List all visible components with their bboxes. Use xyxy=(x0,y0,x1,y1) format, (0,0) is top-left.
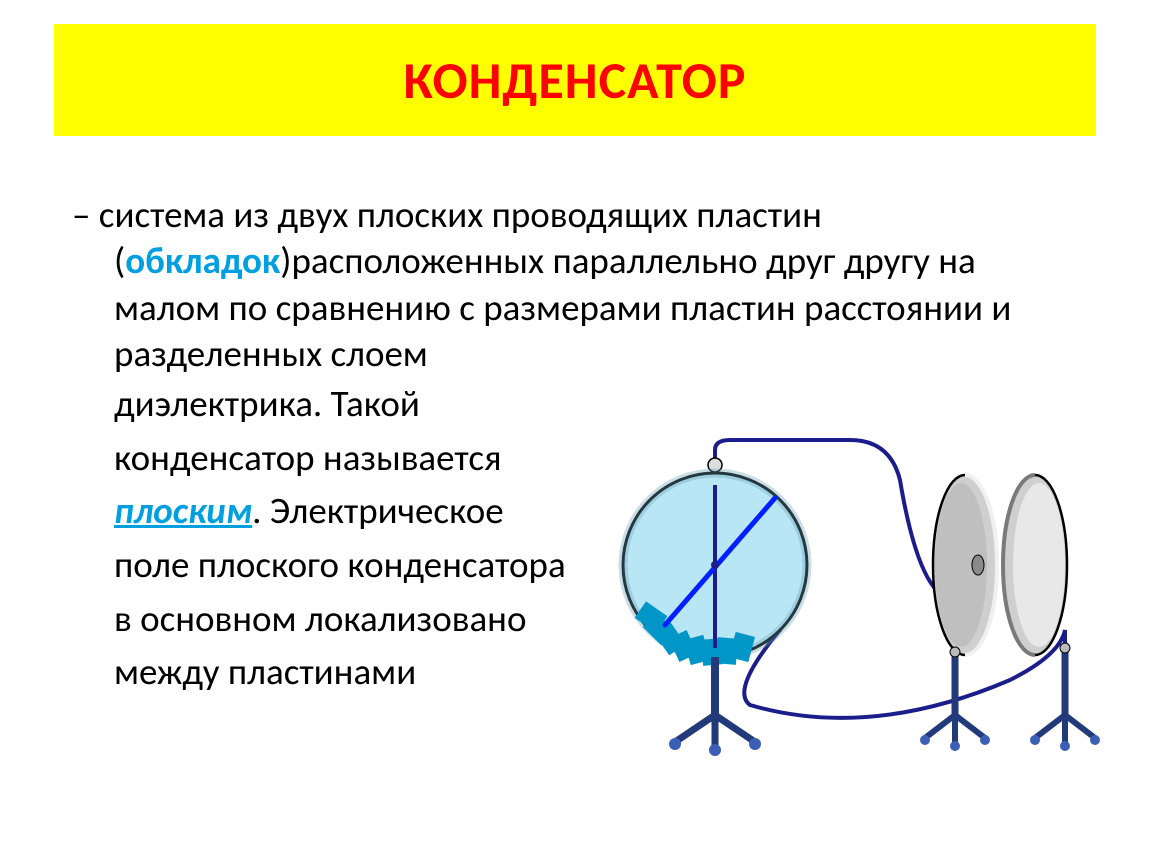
title-bar: КОНДЕНСАТОР xyxy=(54,24,1096,136)
capacitor-apparatus-diagram xyxy=(590,430,1130,760)
text-line: диэлектрика. Такой xyxy=(66,377,1086,431)
slide-title: КОНДЕНСАТОР xyxy=(404,48,747,112)
definition-paragraph: – система из двух плоских проводящих пла… xyxy=(66,192,1086,377)
accent-term-ploskim: плоским xyxy=(114,488,252,533)
accent-term-obkladok: обкладок xyxy=(125,238,280,283)
text-fragment: . Электрическое xyxy=(252,488,503,533)
